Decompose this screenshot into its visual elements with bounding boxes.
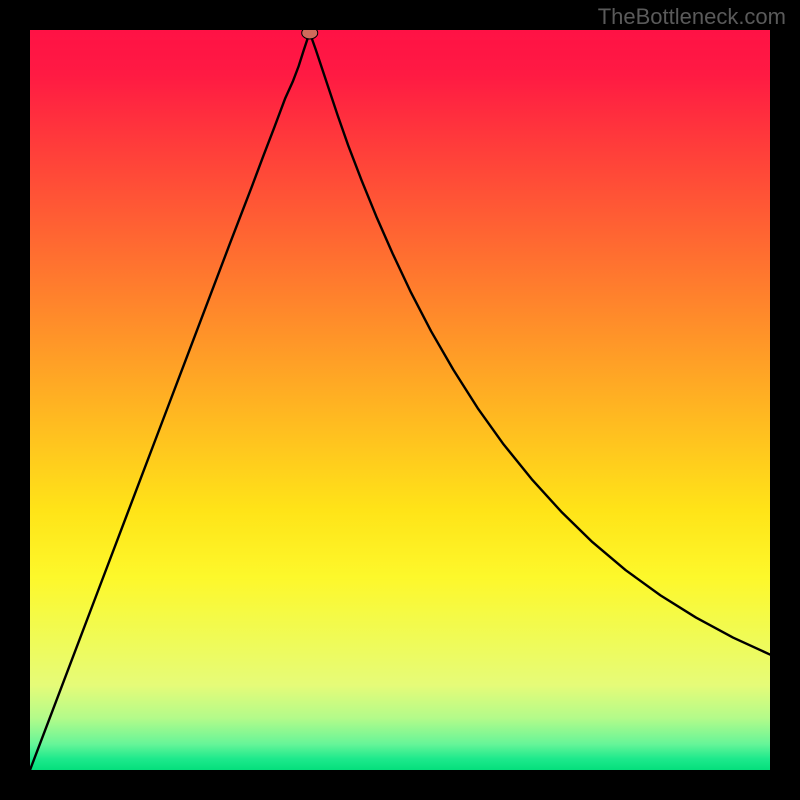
chart-background xyxy=(30,30,770,770)
chart-plot-area xyxy=(30,30,770,770)
watermark-text: TheBottleneck.com xyxy=(598,4,786,30)
chart-svg xyxy=(30,30,770,770)
minimum-marker xyxy=(302,30,318,39)
